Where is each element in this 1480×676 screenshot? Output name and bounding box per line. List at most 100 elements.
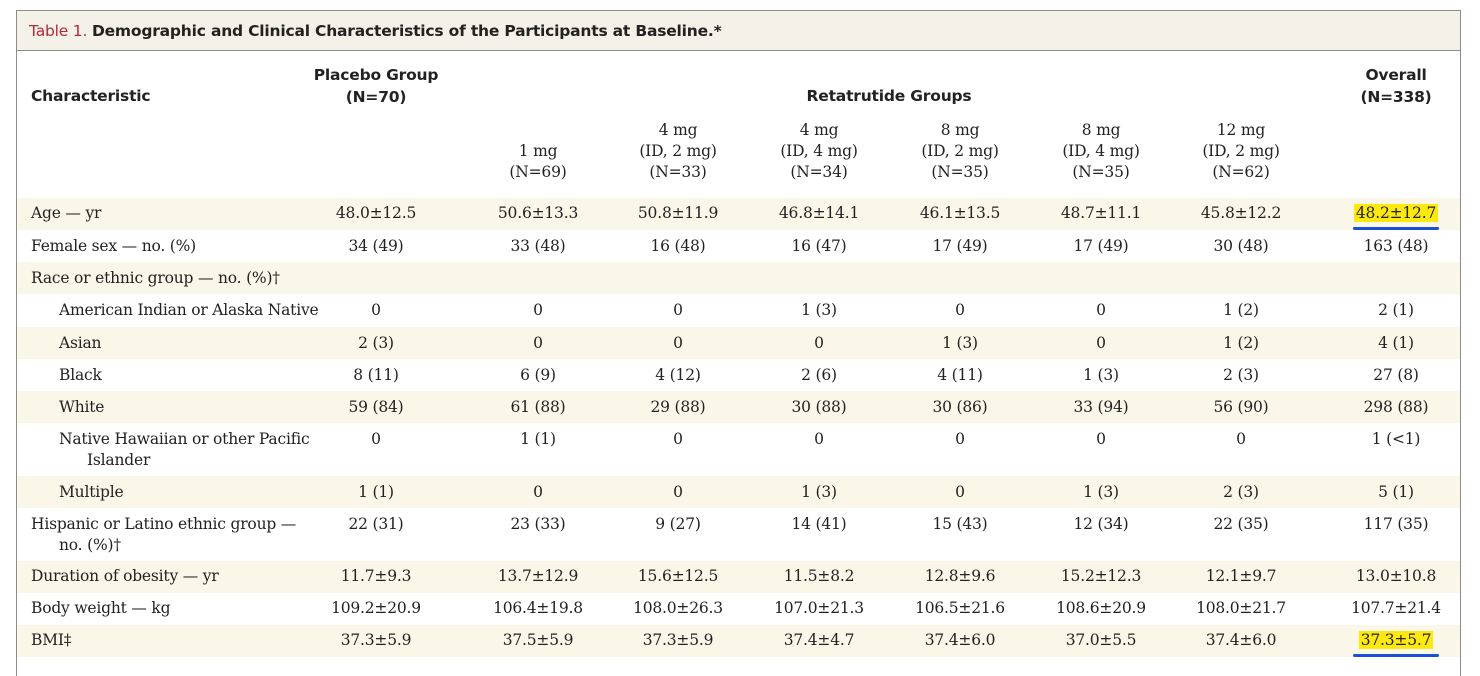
- subheader-dose-5: 8 mg (ID, 4 mg) (N=35): [1026, 120, 1176, 183]
- subheader-line: (ID, 2 mg): [639, 142, 717, 160]
- row-label-line: BMI‡: [31, 631, 72, 649]
- cell-overall: 27 (8): [1373, 366, 1419, 384]
- cell-retatrutide: 46.1±13.5: [919, 204, 1001, 222]
- cell-retatrutide: 16 (47): [791, 237, 847, 255]
- header-placebo-line1: Placebo Group: [313, 66, 439, 84]
- cell-placebo: 59 (84): [348, 398, 404, 416]
- table-row: Hispanic or Latino ethnic group — no. (%)…: [17, 508, 1460, 561]
- cell-retatrutide: 0: [673, 334, 683, 352]
- cell-retatrutide: 1 (3): [801, 301, 837, 319]
- cell-retatrutide: 37.4±6.0: [1205, 631, 1277, 649]
- cell-overall: 1 (<1): [1371, 430, 1421, 448]
- table-title: Table 1. Demographic and Clinical Charac…: [17, 11, 1460, 51]
- handwritten-underline: [1353, 654, 1439, 657]
- row-label-line: Asian: [59, 334, 102, 352]
- cell-retatrutide: 0: [1096, 430, 1106, 448]
- table-row: Asian 2 (3) 0 0 0 1 (3) 0 1 (2) 4 (1): [17, 327, 1460, 359]
- cell-overall: 4 (1): [1378, 334, 1414, 352]
- cell-retatrutide: 0: [1236, 430, 1246, 448]
- row-label: BMI‡: [31, 630, 72, 651]
- subheader-line: (ID, 4 mg): [1062, 142, 1140, 160]
- cell-retatrutide: 0: [955, 430, 965, 448]
- cell-overall: 37.3±5.7: [1321, 630, 1471, 657]
- header-placebo-group: Placebo Group (N=70): [301, 64, 451, 108]
- table-row: Multiple 1 (1) 0 0 1 (3) 0 1 (3) 2 (3) 5 (1): [17, 476, 1460, 508]
- cell-retatrutide: 13.7±12.9: [497, 567, 579, 585]
- cell-retatrutide: 2 (6): [801, 366, 837, 384]
- cell-retatrutide: 29 (88): [650, 398, 706, 416]
- cell-retatrutide: 14 (41): [791, 515, 847, 533]
- cell-retatrutide: 0: [673, 301, 683, 319]
- cell-retatrutide: 56 (90): [1213, 398, 1269, 416]
- subheader-line: 4 mg: [658, 121, 698, 139]
- subheader-dose-4: 8 mg (ID, 2 mg) (N=35): [885, 120, 1035, 183]
- cell-retatrutide: 4 (12): [655, 366, 701, 384]
- cell-retatrutide: 46.8±14.1: [778, 204, 860, 222]
- cell-retatrutide: 0: [1096, 334, 1106, 352]
- subheader-line: (N=34): [790, 163, 848, 181]
- cell-placebo: 37.3±5.9: [340, 631, 412, 649]
- table-row: Age — yr 48.0±12.5 50.6±13.3 50.8±11.9 46.8±…: [17, 198, 1460, 230]
- subheader-line: (ID, 4 mg): [780, 142, 858, 160]
- header-characteristic: Characteristic: [31, 87, 151, 105]
- cell-retatrutide: 108.0±26.3: [633, 599, 723, 617]
- cell-retatrutide: 0: [814, 334, 824, 352]
- cell-retatrutide: 0: [533, 483, 543, 501]
- cell-retatrutide: 106.5±21.6: [915, 599, 1005, 617]
- handwritten-underline: [1353, 227, 1439, 230]
- cell-retatrutide: 106.4±19.8: [493, 599, 583, 617]
- row-label-line: White: [59, 398, 105, 416]
- table-row: White 59 (84) 61 (88) 29 (88) 30 (88) 30 (86)…: [17, 391, 1460, 423]
- cell-retatrutide: 2 (3): [1223, 483, 1259, 501]
- cell-retatrutide: 0: [673, 483, 683, 501]
- row-label: Hispanic or Latino ethnic group — no. (%)…: [31, 514, 296, 556]
- cell-retatrutide: 30 (86): [932, 398, 988, 416]
- cell-retatrutide: 1 (2): [1223, 301, 1259, 319]
- cell-retatrutide: 45.8±12.2: [1200, 204, 1282, 222]
- row-label-line: American Indian or Alaska Native: [59, 301, 319, 319]
- cell-overall: 2 (1): [1378, 301, 1414, 319]
- row-label: White: [59, 397, 104, 418]
- cell-retatrutide: 48.7±11.1: [1060, 204, 1142, 222]
- cell-placebo: 48.0±12.5: [335, 204, 417, 222]
- row-label: Native Hawaiian or other Pacific Islander: [59, 429, 310, 471]
- cell-retatrutide: 1 (3): [1083, 483, 1119, 501]
- cell-retatrutide: 1 (3): [801, 483, 837, 501]
- highlighted-value: 48.2±12.7: [1353, 204, 1439, 222]
- row-label-line: no. (%)†: [59, 536, 121, 554]
- table-row: Black 8 (11) 6 (9) 4 (12) 2 (6) 4 (11) 1 (3) 2 …: [17, 359, 1460, 391]
- cell-placebo: 0: [371, 430, 381, 448]
- cell-retatrutide: 16 (48): [650, 237, 706, 255]
- cell-retatrutide: 108.0±21.7: [1196, 599, 1286, 617]
- cell-retatrutide: 17 (49): [932, 237, 988, 255]
- row-label-line: Race or ethnic group — no. (%)†: [31, 269, 280, 287]
- cell-retatrutide: 12.1±9.7: [1205, 567, 1277, 585]
- row-label: American Indian or Alaska Native: [59, 300, 319, 321]
- row-label: Age — yr: [31, 203, 101, 224]
- row-label: Race or ethnic group — no. (%)†: [31, 268, 280, 289]
- cell-retatrutide: 23 (33): [510, 515, 566, 533]
- row-label-line: Multiple: [59, 483, 124, 501]
- cell-retatrutide: 0: [533, 301, 543, 319]
- cell-retatrutide: 37.4±4.7: [783, 631, 855, 649]
- cell-overall: 5 (1): [1378, 483, 1414, 501]
- subheader-line: (N=62): [1212, 163, 1270, 181]
- table-frame: Table 1. Demographic and Clinical Charac…: [16, 10, 1461, 676]
- cell-retatrutide: 1 (2): [1223, 334, 1259, 352]
- header-placebo-line2: (N=70): [345, 88, 407, 106]
- cell-retatrutide: 108.6±20.9: [1056, 599, 1146, 617]
- subheader-dose-6: 12 mg (ID, 2 mg) (N=62): [1166, 120, 1316, 183]
- cell-overall: 107.7±21.4: [1351, 599, 1441, 617]
- subheader-line: (ID, 2 mg): [921, 142, 999, 160]
- header-overall-line1: Overall: [1365, 66, 1427, 84]
- row-label: Female sex — no. (%): [31, 236, 196, 257]
- cell-overall: 163 (48): [1363, 237, 1429, 255]
- cell-retatrutide: 2 (3): [1223, 366, 1259, 384]
- cell-retatrutide: 12.8±9.6: [924, 567, 996, 585]
- subheader-dose-1: 1 mg (N=69): [463, 141, 613, 183]
- cell-placebo: 34 (49): [348, 237, 404, 255]
- row-label: Multiple: [59, 482, 124, 503]
- cell-overall: 48.2±12.7: [1321, 203, 1471, 230]
- row-label: Asian: [59, 333, 102, 354]
- cell-retatrutide: 30 (88): [791, 398, 847, 416]
